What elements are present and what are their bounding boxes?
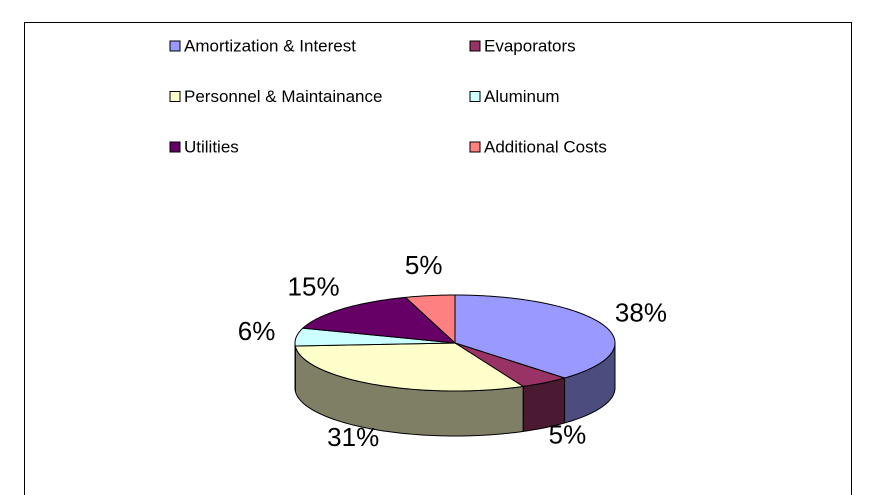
slice: [454, 294, 616, 379]
legend-swatch: [169, 91, 181, 102]
data-label: 38%: [615, 298, 667, 328]
slice: [294, 327, 456, 347]
slice: [454, 342, 567, 387]
legend-swatch: [169, 141, 181, 153]
legend-label: Additional Costs: [484, 137, 607, 156]
data-label: 15%: [288, 271, 340, 301]
legend-label: Aluminum: [484, 87, 560, 106]
legend-label: Personnel & Maintainance: [184, 87, 382, 106]
legend-swatch: [469, 141, 481, 153]
legend-swatch: [169, 40, 181, 52]
data-label: 31%: [327, 422, 379, 452]
slice: [294, 342, 525, 392]
data-label: 6%: [238, 316, 276, 346]
legend-swatch: [469, 40, 481, 52]
legend-label: Evaporators: [484, 36, 576, 55]
legend-label: Utilities: [184, 137, 239, 156]
data-label: 5%: [405, 250, 443, 280]
slice: [404, 294, 456, 345]
chart-frame: [24, 22, 852, 495]
slice: [301, 296, 457, 344]
legend-label: Amortization & Interest: [184, 36, 356, 55]
legend-swatch: [469, 91, 481, 102]
data-label: 5%: [549, 420, 587, 450]
